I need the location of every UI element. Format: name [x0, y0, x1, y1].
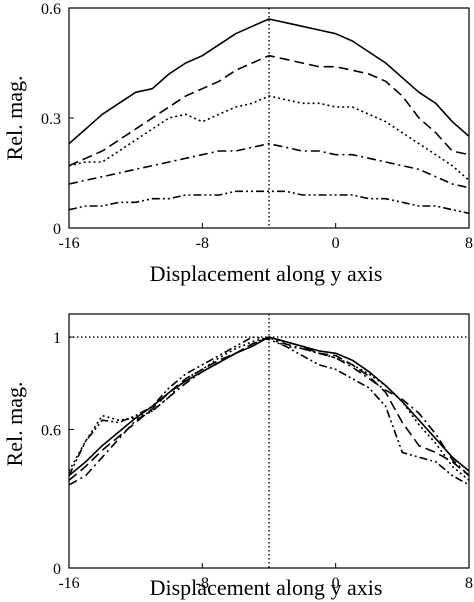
- bottom-plot-frame: [68, 313, 470, 569]
- top-series-line-dashdotdot: [68, 190, 470, 215]
- bottom-y-tick-label: 0: [53, 561, 61, 578]
- top-y-tick-label: 0.6: [41, 1, 61, 18]
- bottom-chart: -16 -8 0 8 0 0.6 1 Rel. mag. Displacement alon…: [2, 313, 473, 600]
- bottom-x-tick-label: -16: [58, 575, 79, 592]
- bottom-series-line-dashdot: [68, 336, 470, 486]
- top-x-tick-label: 8: [465, 235, 473, 252]
- top-y-tick-label: 0: [53, 221, 61, 238]
- top-x-tick-label: -16: [58, 235, 79, 252]
- bottom-y-axis-title: Rel. mag.: [2, 382, 27, 467]
- top-x-tick-label: 0: [332, 235, 340, 252]
- top-series-line-solid: [68, 18, 470, 145]
- bottom-x-tick-label: 0: [332, 575, 340, 592]
- top-y-axis-title: Rel. mag.: [2, 76, 27, 161]
- top-chart: -16 -8 0 8 0 0.3 0.6 Rel. mag. Displacement al…: [2, 1, 473, 286]
- bottom-x-axis-title: Displacement along y axis: [150, 575, 383, 600]
- bottom-y-tick-label: 1: [53, 330, 61, 347]
- top-x-axis-title: Displacement along y axis: [150, 261, 383, 286]
- bottom-y-tick-label: 0.6: [41, 422, 61, 439]
- bottom-x-tick-label: -8: [196, 575, 209, 592]
- top-series-line-longdash: [68, 54, 470, 167]
- top-series-line-dotted: [68, 95, 470, 181]
- bottom-x-tick-label: 8: [465, 575, 473, 592]
- top-y-tick-label: 0.3: [41, 111, 61, 128]
- top-series-line-dashdot: [68, 142, 470, 189]
- bottom-series-line-dashdotdot: [68, 336, 470, 486]
- top-x-tick-label: -8: [196, 235, 209, 252]
